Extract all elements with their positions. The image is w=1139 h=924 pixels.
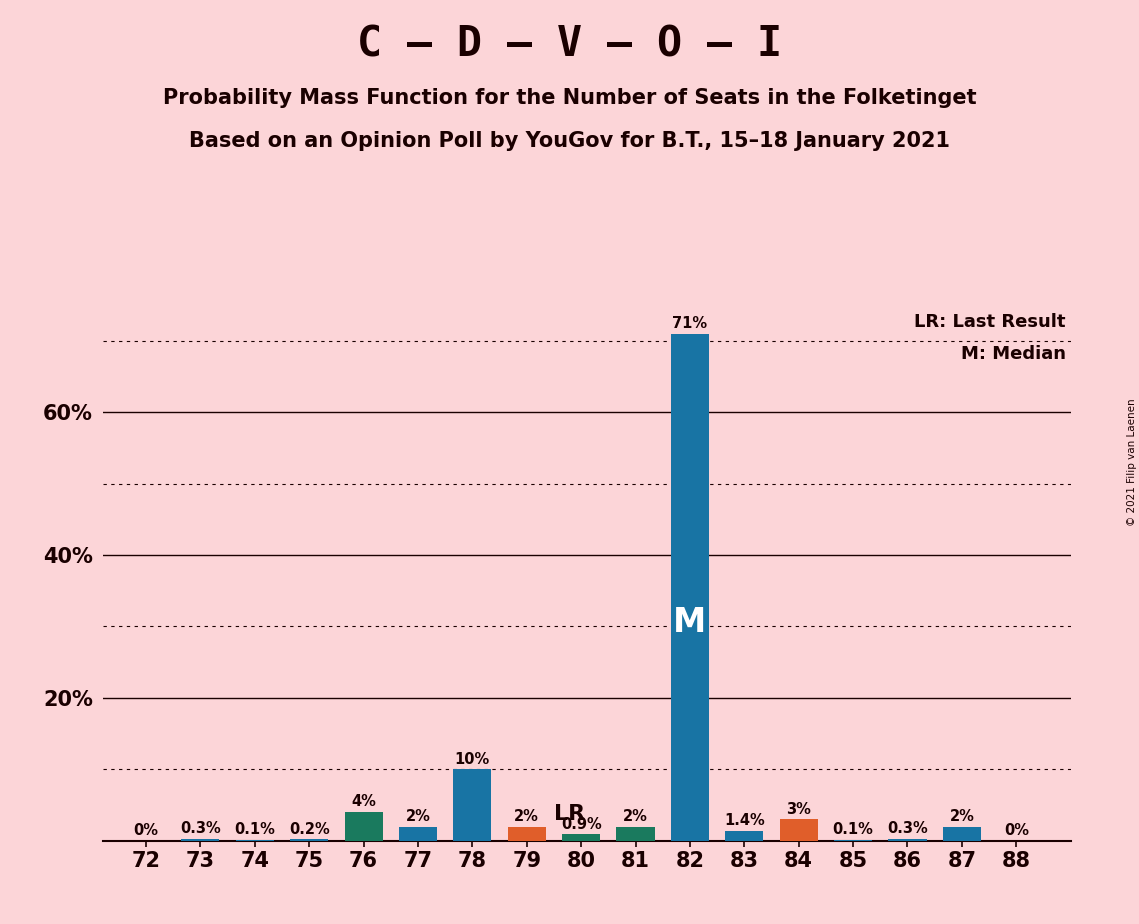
Text: © 2021 Filip van Laenen: © 2021 Filip van Laenen [1126,398,1137,526]
Text: 0%: 0% [1003,823,1029,838]
Text: 2%: 2% [515,808,539,823]
Text: 3%: 3% [786,801,811,817]
Bar [453,770,491,841]
Text: LR: LR [554,804,585,823]
Text: 0.3%: 0.3% [887,821,928,836]
Text: 10%: 10% [454,751,490,767]
Text: M: M [673,606,706,639]
Text: 71%: 71% [672,316,707,331]
Text: Probability Mass Function for the Number of Seats in the Folketinget: Probability Mass Function for the Number… [163,88,976,108]
Bar [780,820,818,841]
Text: 0.1%: 0.1% [235,822,276,837]
Text: Based on an Opinion Poll by YouGov for B.T., 15–18 January 2021: Based on an Opinion Poll by YouGov for B… [189,131,950,152]
Text: 2%: 2% [623,808,648,823]
Text: 2%: 2% [950,808,974,823]
Text: 1.4%: 1.4% [724,813,764,828]
Text: 4%: 4% [351,795,376,809]
Text: M: Median: M: Median [961,346,1066,363]
Bar [888,839,926,841]
Text: C – D – V – O – I: C – D – V – O – I [357,23,782,65]
Text: LR: Last Result: LR: Last Result [915,313,1066,331]
Bar [726,831,763,841]
Bar [563,834,600,841]
Text: 0.9%: 0.9% [560,817,601,832]
Bar [399,827,437,841]
Text: 0.2%: 0.2% [289,821,329,836]
Bar [345,812,383,841]
Bar [943,827,981,841]
Text: 0%: 0% [133,823,158,838]
Text: 0.3%: 0.3% [180,821,221,836]
Bar [290,839,328,841]
Text: 0.1%: 0.1% [833,822,874,837]
Bar [616,827,655,841]
Bar [671,334,708,841]
Bar [508,827,546,841]
Text: 2%: 2% [405,808,431,823]
Bar [181,839,220,841]
